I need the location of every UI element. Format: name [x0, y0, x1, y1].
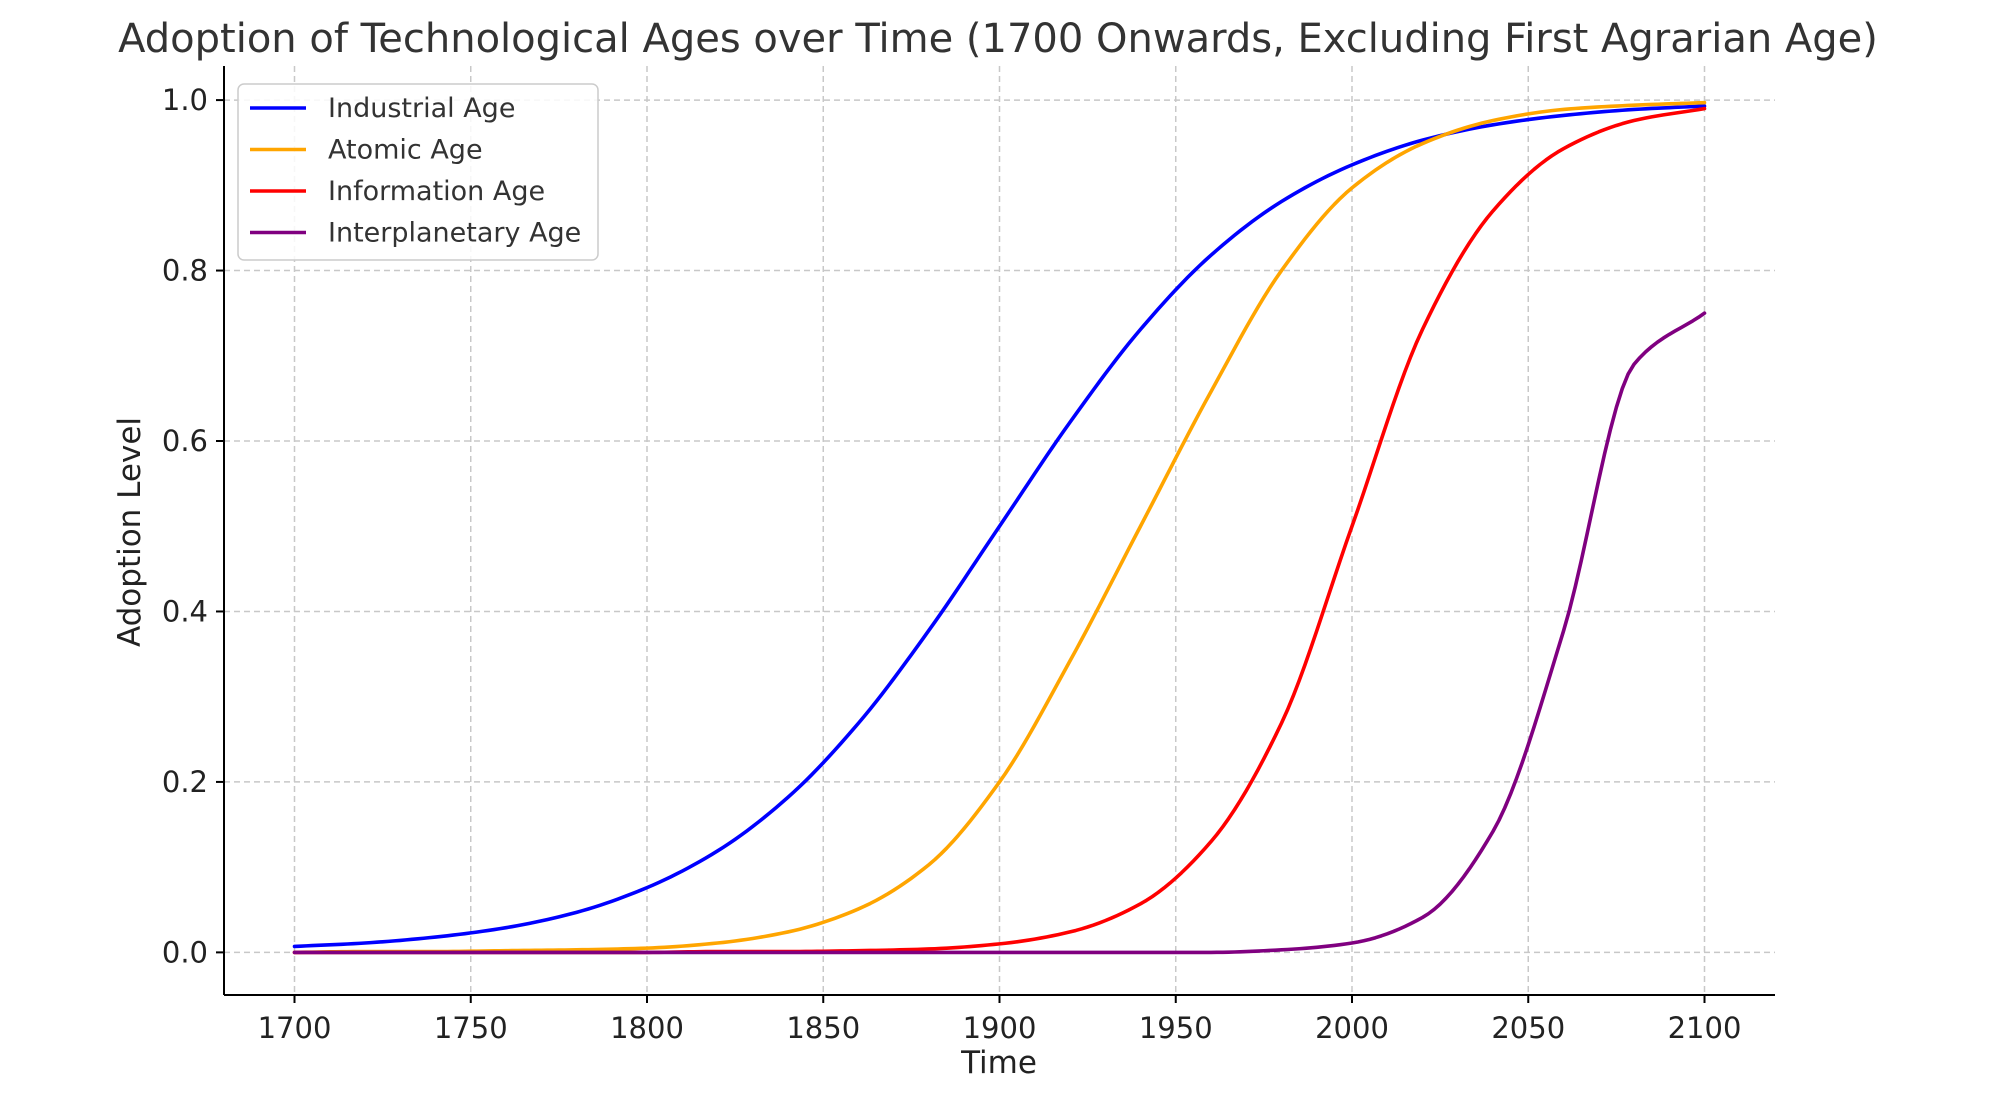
- legend-label: Information Age: [328, 176, 545, 207]
- legend-frame: [237, 83, 599, 261]
- legend-label: Atomic Age: [328, 135, 483, 166]
- y-tick-label: 0.2: [162, 765, 208, 799]
- series-line-2: [292, 100, 1707, 955]
- x-tick-label: 1950: [1139, 1011, 1213, 1045]
- chart-title: Adoption of Technological Ages over Time…: [118, 16, 1878, 62]
- y-tick-label: 1.0: [162, 83, 208, 117]
- x-tick-label: 2050: [1491, 1011, 1565, 1045]
- x-tick-label: 2000: [1315, 1011, 1389, 1045]
- y-tick-label: 0.0: [162, 935, 208, 969]
- series-line-4: [292, 311, 1707, 955]
- y-tick-label: 0.6: [162, 424, 208, 458]
- x-tick-label: 1900: [963, 1011, 1037, 1045]
- series-line-1: [292, 104, 1707, 949]
- y-tick-label: 0.4: [162, 594, 208, 628]
- y-tick-label: 0.8: [162, 254, 208, 288]
- x-tick-label: 1800: [610, 1011, 684, 1045]
- series-lines: [292, 100, 1707, 955]
- legend-items: Industrial Age Atomic Age Information Age I…: [250, 93, 581, 249]
- y-axis-ticks: 0.0 0.2 0.4 0.6 0.8 1.0: [162, 83, 224, 969]
- x-tick-label: 1700: [258, 1011, 332, 1045]
- x-tick-label: 1750: [434, 1011, 508, 1045]
- legend: Industrial Age Atomic Age Information Age I…: [237, 83, 599, 261]
- x-axis-ticks: 1700 1750 1800 1850 1900 1950 2000 2050 2100: [258, 995, 1742, 1045]
- y-axis-label: Adoption Level: [112, 417, 148, 647]
- x-tick-label: 2100: [1668, 1011, 1742, 1045]
- legend-label: Interplanetary Age: [328, 218, 581, 249]
- x-axis-label: Time: [960, 1045, 1037, 1081]
- legend-label: Industrial Age: [328, 93, 515, 124]
- x-tick-label: 1850: [786, 1011, 860, 1045]
